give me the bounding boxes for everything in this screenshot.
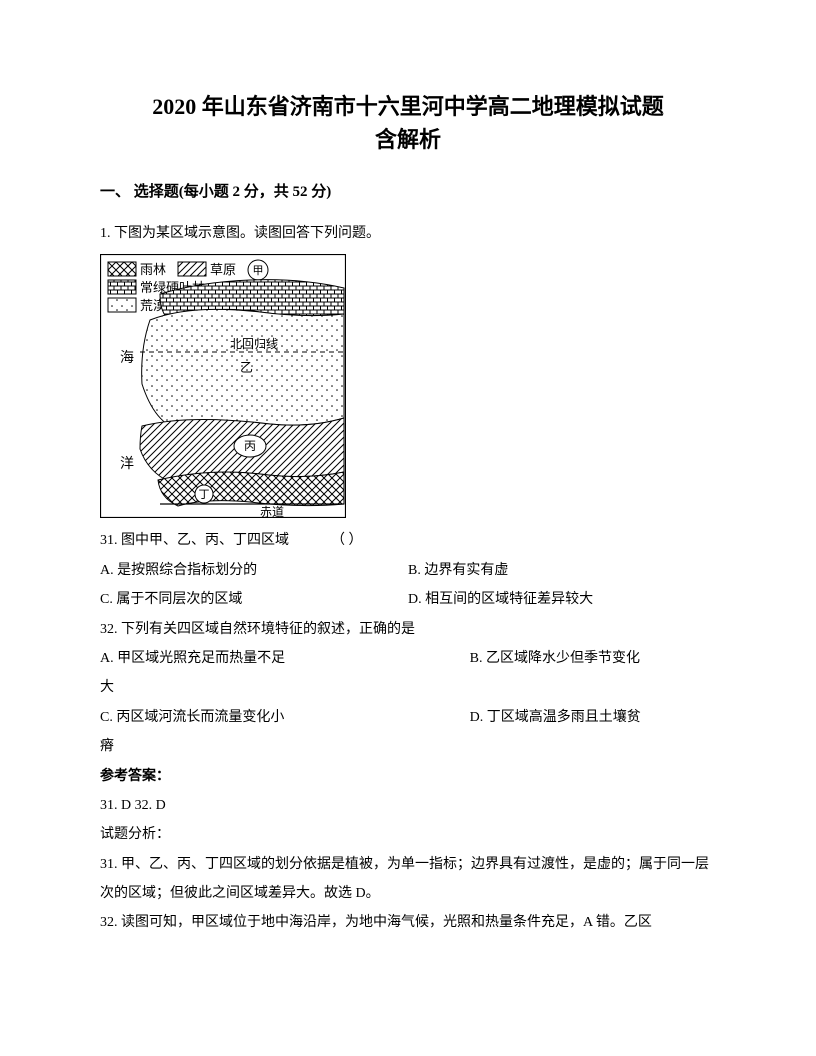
question-block: 1. 下图为某区域示意图。读图回答下列问题。 [100, 219, 716, 938]
q32-row-ab: A. 甲区域光照充足而热量不足 B. 乙区域降水少但季节变化 [100, 644, 716, 673]
q31-stem: 31. 图中甲、乙、丙、丁四区域 [100, 533, 289, 548]
region-map-figure: 雨林 草原 常绿硬叶林 荒漠 甲 [100, 254, 716, 518]
label-sea: 海 [120, 350, 134, 366]
title-line-2: 含解析 [100, 123, 716, 156]
region-map-svg: 雨林 草原 常绿硬叶林 荒漠 甲 [100, 254, 346, 518]
label-jia: 甲 [253, 265, 264, 277]
q1-intro: 1. 下图为某区域示意图。读图回答下列问题。 [100, 219, 716, 248]
q32-opt-d: D. 丁区域高温多雨且土壤贫 [470, 703, 716, 732]
label-yi: 乙 [240, 360, 253, 375]
exam-page: 2020 年山东省济南市十六里河中学高二地理模拟试题 含解析 一、 选择题(每小… [0, 0, 816, 998]
q31-paren: （ ） [331, 533, 363, 548]
page-title: 2020 年山东省济南市十六里河中学高二地理模拟试题 含解析 [100, 90, 716, 156]
q31-opt-a: A. 是按照综合指标划分的 [100, 556, 408, 585]
q31-stem-row: 31. 图中甲、乙、丙、丁四区域 （ ） [100, 526, 716, 555]
analysis-label: 试题分析： [100, 820, 716, 849]
q32-opt-b: B. 乙区域降水少但季节变化 [470, 644, 716, 673]
answer-label: 参考答案： [100, 762, 716, 791]
q32-opt-c: C. 丙区域河流长而流量变化小 [100, 703, 470, 732]
q31-options: A. 是按照综合指标划分的 B. 边界有实有虚 C. 属于不同层次的区域 D. … [100, 556, 716, 615]
q31-opt-b: B. 边界有实有虚 [408, 556, 716, 585]
label-equator: 赤道 [260, 505, 284, 518]
q32-opt-a: A. 甲区域光照充足而热量不足 [100, 644, 470, 673]
section-heading: 一、 选择题(每小题 2 分，共 52 分) [100, 180, 716, 201]
label-tropic: 北回归线 [230, 337, 278, 351]
label-ding: 丁 [199, 489, 210, 501]
q32-opt-b-cont: 大 [100, 673, 716, 702]
analysis-31: 31. 甲、乙、丙、丁四区域的划分依据是植被，为单一指标；边界具有过渡性，是虚的… [100, 850, 716, 909]
q32-stem: 32. 下列有关四区域自然环境特征的叙述，正确的是 [100, 615, 716, 644]
label-bing: 丙 [244, 439, 256, 453]
q32-opt-d-cont: 瘠 [100, 732, 716, 761]
legend-grassland: 草原 [210, 262, 236, 277]
q31-opt-c: C. 属于不同层次的区域 [100, 585, 408, 614]
q32-row-cd: C. 丙区域河流长而流量变化小 D. 丁区域高温多雨且土壤贫 [100, 703, 716, 732]
q31-opt-d: D. 相互间的区域特征差异较大 [408, 585, 716, 614]
answers: 31. D 32. D [100, 791, 716, 820]
title-line-1: 2020 年山东省济南市十六里河中学高二地理模拟试题 [100, 90, 716, 123]
analysis-32: 32. 读图可知，甲区域位于地中海沿岸，为地中海气候，光照和热量条件充足，A 错… [100, 908, 716, 937]
label-ocean: 洋 [120, 456, 134, 472]
legend-rainforest: 雨林 [140, 262, 166, 277]
